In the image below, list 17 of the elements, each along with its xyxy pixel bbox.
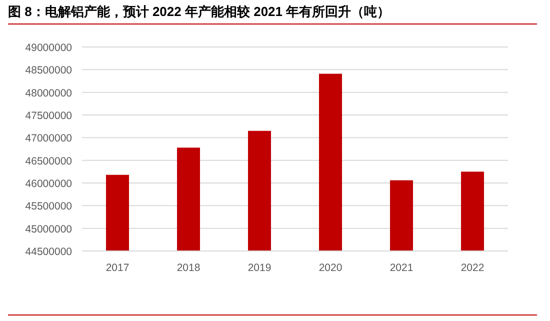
y-tick-label: 47500000	[25, 110, 72, 122]
y-tick-label: 46500000	[25, 155, 72, 168]
x-tick-label: 2017	[106, 262, 130, 274]
x-tick-label: 2020	[318, 262, 342, 274]
x-tick-label: 2018	[176, 262, 200, 274]
x-tick-label: 2021	[390, 262, 414, 274]
y-tick-label: 45000000	[25, 223, 72, 236]
y-tick-label: 48500000	[25, 64, 72, 77]
y-tick-label: 45500000	[25, 200, 72, 213]
y-tick-label: 47000000	[25, 132, 72, 145]
chart-title: 图 8：电解铝产能，预计 2022 年产能相较 2021 年有所回升（吨）	[8, 4, 390, 19]
x-tick-label: 2019	[248, 262, 272, 274]
y-tick-label: 49000000	[25, 42, 72, 54]
y-tick-label: 44500000	[25, 246, 72, 258]
x-tick-label: 2022	[460, 262, 484, 274]
y-tick-label: 46000000	[25, 178, 72, 190]
y-tick-label: 48000000	[25, 87, 72, 100]
